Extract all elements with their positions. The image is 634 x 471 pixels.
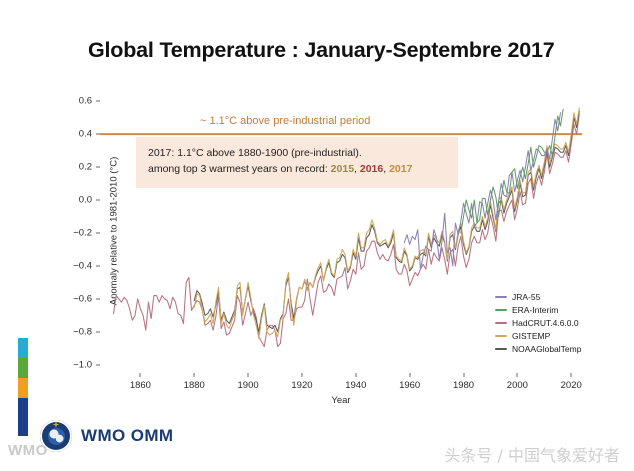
y-tick-mark — [96, 133, 100, 135]
y-tick-mark — [96, 331, 100, 333]
legend-label: JRA-55 — [512, 292, 541, 302]
y-tick-label: 0.4 — [78, 128, 92, 140]
x-axis-label: Year — [331, 395, 351, 406]
x-tick-label: 1980 — [452, 380, 475, 391]
callout-line-2-prefix: among top 3 warmest years on record: — [148, 162, 331, 175]
legend-label: NOAAGlobalTemp — [512, 344, 582, 354]
series-line — [403, 112, 561, 270]
y-tick-mark — [96, 364, 100, 366]
series-line — [193, 110, 580, 333]
legend-label: GISTEMP — [512, 331, 551, 341]
callout-box: 2017: 1.1°C above 1880-1900 (pre-industr… — [136, 137, 458, 188]
color-bar-segment — [18, 358, 28, 378]
y-tick-label: −0.4 — [73, 260, 92, 272]
y-tick-mark — [96, 166, 100, 168]
page-title: Global Temperature : January-Septembre 2… — [88, 38, 555, 62]
record-year: 2017 — [389, 162, 413, 175]
legend-item: ERA-Interim — [495, 304, 581, 316]
series-line — [460, 108, 564, 234]
x-tick-label: 2000 — [506, 380, 528, 391]
y-tick-mark — [96, 265, 100, 267]
legend-label: HadCRUT.4.6.0.0 — [512, 318, 579, 328]
legend-color-swatch — [495, 309, 507, 311]
x-tick-mark — [301, 373, 303, 377]
legend-item: GISTEMP — [495, 330, 581, 342]
callout-line-2: among top 3 warmest years on record: 201… — [148, 162, 448, 178]
x-tick-mark — [570, 373, 572, 377]
x-tick-mark — [516, 373, 518, 377]
temperature-chart: Anomaly relative to 1981-2010 (°C) 0.6 0.… — [73, 88, 582, 406]
legend-item: HadCRUT.4.6.0.0 — [495, 317, 581, 329]
decorative-color-bar — [18, 338, 28, 436]
legend-label: ERA-Interim — [512, 305, 559, 315]
wmo-emblem-icon — [40, 420, 72, 452]
legend-color-swatch — [495, 348, 507, 350]
legend-color-swatch — [495, 322, 507, 324]
x-tick-label: 1880 — [183, 380, 205, 391]
x-tick-mark — [463, 373, 465, 377]
x-tick-mark — [139, 373, 141, 377]
y-tick-mark — [96, 199, 100, 201]
watermark-right: 头条号 / 中国气象爱好者 — [444, 446, 620, 465]
y-tick-mark — [96, 298, 100, 300]
x-tick-label: 2020 — [560, 380, 582, 391]
x-tick-label: 1860 — [129, 380, 151, 391]
y-tick-label: −0.8 — [73, 326, 92, 338]
y-tick-label: −0.6 — [73, 293, 92, 305]
wmo-org-name: WMO OMM — [81, 426, 174, 445]
series-lines — [100, 107, 582, 348]
y-tick-label: −1.0 — [73, 359, 92, 371]
color-bar-segment — [18, 398, 28, 436]
color-bar-segment — [18, 338, 28, 358]
x-tick-mark — [355, 373, 357, 377]
x-tick-mark — [409, 373, 411, 377]
reference-line-label: ~ 1.1°C above pre-industrial period — [200, 115, 371, 127]
series-line — [193, 107, 580, 339]
color-bar-segment — [18, 378, 28, 398]
watermark-left: WMO — [8, 442, 48, 459]
y-tick-mark — [96, 232, 100, 234]
record-year: 2016 — [359, 162, 384, 175]
y-tick-label: −0.2 — [73, 227, 92, 239]
x-tick-label: 1920 — [291, 380, 313, 391]
x-tick-mark — [247, 373, 249, 377]
legend-item: JRA-55 — [495, 291, 581, 303]
y-tick-label: 0.2 — [78, 161, 92, 173]
plot-area — [100, 88, 582, 373]
y-tick-mark — [96, 100, 100, 102]
x-tick-label: 1900 — [237, 380, 259, 391]
callout-line-1: 2017: 1.1°C above 1880-1900 (pre-industr… — [148, 147, 362, 159]
chart-legend: JRA-55 ERA-Interim HadCRUT.4.6.0.0 GISTEMP N… — [495, 291, 581, 355]
legend-item: NOAAGlobalTemp — [495, 343, 581, 355]
legend-color-swatch — [495, 296, 507, 298]
y-tick-label: 0.0 — [78, 194, 92, 206]
x-tick-label: 1960 — [399, 380, 421, 391]
record-year: 2015 — [330, 162, 355, 175]
series-line — [112, 113, 580, 348]
legend-color-swatch — [495, 335, 507, 337]
y-tick-label: 0.6 — [78, 95, 92, 107]
record-years-list: 2015, 2016, 2017 — [331, 163, 413, 175]
record-year-separator: , — [354, 162, 360, 175]
x-tick-label: 1940 — [345, 380, 367, 391]
wmo-branding: WMO OMM — [40, 420, 174, 452]
x-tick-mark — [193, 373, 195, 377]
record-year-separator: , — [383, 162, 390, 175]
